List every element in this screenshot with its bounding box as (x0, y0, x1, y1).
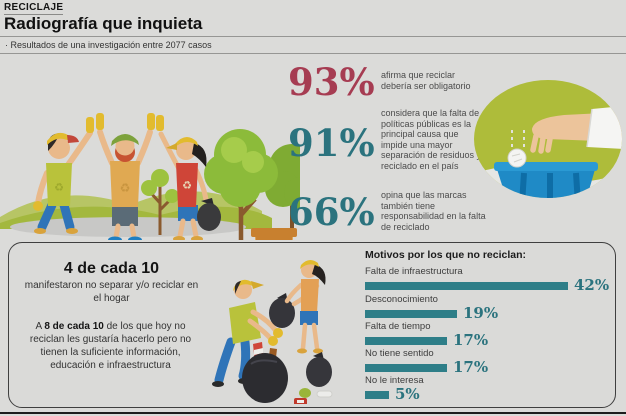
stat-description: considera que la falta de políticas públ… (381, 108, 482, 172)
stat-rest: de los que hoy no reciclan les gustaría … (29, 321, 192, 371)
bar-label: No le interesa (365, 375, 424, 386)
divider (0, 36, 626, 37)
bar-row: 17% (365, 333, 488, 348)
tree (204, 129, 278, 240)
trash-scatter-icon (294, 352, 333, 404)
page-title: Radiografía que inquieta (4, 14, 203, 33)
bar (365, 363, 447, 372)
svg-text:♻: ♻ (54, 182, 64, 194)
person-bending (212, 279, 283, 387)
stat-bold: 8 de cada 10 (44, 321, 104, 332)
stat-prefix: A (35, 321, 45, 332)
page-subtitle: · Resultados de una investigación entre … (5, 40, 212, 50)
bar-row: 5% (365, 387, 420, 402)
bar-label: Falta de infraestructura (365, 266, 463, 277)
bar-label: Falta de tiempo (365, 321, 431, 332)
trash-pickup-illustration (212, 259, 333, 404)
hand-icon (530, 106, 622, 154)
person-holding-bag (269, 259, 326, 354)
person-orange-shirt: ♻ (96, 113, 155, 240)
svg-text:♻: ♻ (182, 180, 192, 192)
stat-description: opina que las marcas también tiene respo… (381, 190, 486, 232)
recycle-bin-icon: ♻ (251, 228, 297, 240)
person-red-shirt: ♻ (156, 115, 221, 240)
bar-label: No tiene sentido (365, 348, 434, 359)
stat-text: manifestaron no separar y/o reciclar en … (24, 280, 199, 304)
bar-value: 5% (395, 385, 420, 403)
bar-value: 17% (453, 331, 489, 349)
sapling-tree (141, 169, 179, 235)
bar-row: 17% (365, 360, 488, 375)
bar (365, 390, 389, 399)
person-green-shirt: ♻ (33, 117, 94, 234)
bar-value: 19% (463, 304, 499, 322)
recycle-celebration-illustration: ♻ ♻ ♻ (0, 113, 300, 240)
crumpled-paper-icon (507, 148, 527, 168)
bar (365, 281, 568, 290)
bar-label: Desconocimiento (365, 294, 438, 305)
divider (0, 53, 626, 54)
stat-4-de-cada-10: 4 de cada 10 manifestaron no separar y/o… (24, 260, 199, 305)
svg-text:♻: ♻ (120, 181, 131, 195)
trash-bag-icon (242, 342, 288, 403)
stat-value: 66% (288, 190, 375, 234)
section-kicker: RECICLAJE (4, 2, 64, 15)
blue-bin-icon (494, 162, 598, 198)
bar (365, 336, 447, 345)
stat-title: 4 de cada 10 (63, 260, 160, 277)
divider (0, 412, 626, 414)
litter-drop-illustration (474, 80, 622, 198)
bar-value: 17% (453, 358, 489, 376)
stat-value: 93% (288, 60, 375, 104)
bar-row: 42% (365, 278, 609, 293)
chart-title: Motivos por los que no reciclan: (365, 249, 527, 261)
bar-value: 42% (574, 276, 610, 294)
stat-description: afirma que reciclar debería ser obligato… (381, 70, 471, 91)
bar (365, 309, 457, 318)
stat-8-de-cada-10: A 8 de cada 10 de los que hoy no recicla… (18, 320, 203, 372)
bar-row: 19% (365, 306, 498, 321)
stat-value: 91% (288, 121, 375, 165)
